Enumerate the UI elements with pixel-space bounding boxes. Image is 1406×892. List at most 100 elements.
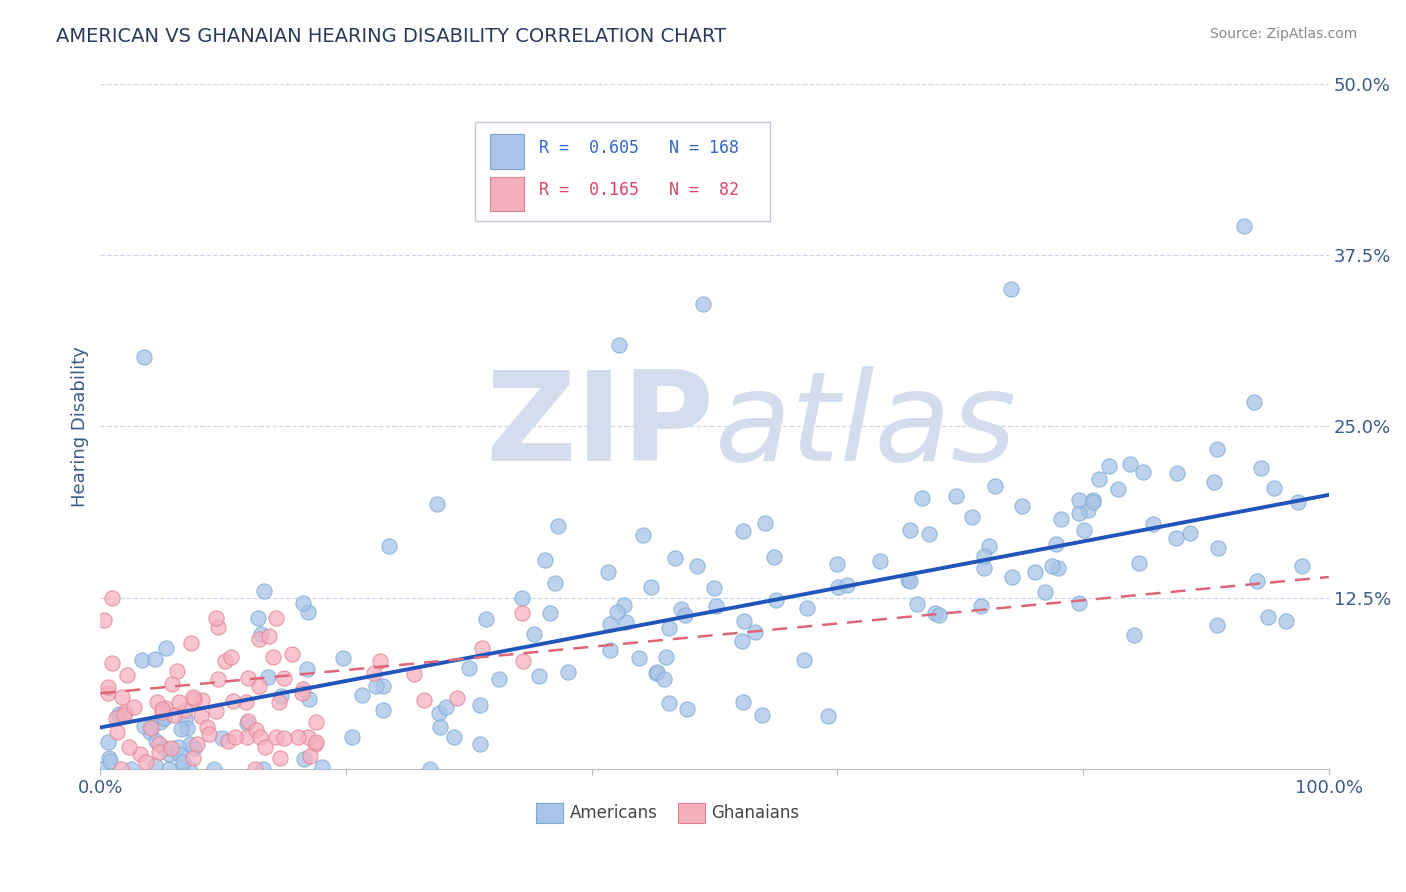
Point bbox=[153, 711, 176, 725]
Point bbox=[731, 634, 754, 648]
Point bbox=[945, 488, 967, 502]
Point bbox=[765, 593, 787, 607]
Point bbox=[217, 734, 239, 748]
Point bbox=[101, 591, 124, 605]
Point bbox=[373, 679, 395, 693]
Point bbox=[295, 662, 318, 676]
Point bbox=[155, 641, 177, 656]
Point bbox=[363, 666, 385, 681]
Point bbox=[139, 720, 162, 734]
Point bbox=[751, 708, 773, 723]
Point bbox=[827, 580, 849, 594]
Point bbox=[118, 740, 141, 755]
Point bbox=[547, 519, 569, 533]
Point bbox=[132, 350, 155, 364]
Point bbox=[247, 632, 270, 647]
Point bbox=[1067, 506, 1090, 520]
Point bbox=[247, 679, 270, 693]
Point bbox=[153, 711, 176, 725]
Point bbox=[599, 643, 621, 657]
Point bbox=[157, 747, 180, 761]
Point bbox=[264, 731, 287, 745]
Point bbox=[143, 758, 166, 772]
Point bbox=[402, 667, 425, 681]
Point bbox=[984, 479, 1007, 493]
Point bbox=[557, 665, 579, 679]
Point bbox=[169, 723, 191, 737]
Y-axis label: Hearing Disability: Hearing Disability bbox=[72, 346, 89, 507]
Point bbox=[1132, 466, 1154, 480]
Point bbox=[1118, 457, 1140, 471]
Point bbox=[174, 702, 197, 716]
Point bbox=[105, 711, 128, 725]
Point bbox=[186, 737, 208, 751]
Point bbox=[817, 709, 839, 723]
Point bbox=[1166, 467, 1188, 481]
Point bbox=[297, 730, 319, 744]
Point bbox=[644, 666, 666, 681]
Point bbox=[205, 704, 228, 718]
Point bbox=[153, 700, 176, 714]
Point bbox=[364, 679, 387, 693]
Point bbox=[458, 661, 481, 675]
Text: Ghanaians: Ghanaians bbox=[711, 804, 799, 822]
Point bbox=[924, 607, 946, 621]
Point bbox=[468, 738, 491, 752]
Point bbox=[905, 597, 928, 611]
Point bbox=[236, 714, 259, 728]
Point bbox=[291, 685, 314, 699]
Point bbox=[1142, 517, 1164, 532]
Point bbox=[297, 605, 319, 619]
Point bbox=[1291, 559, 1313, 574]
Point bbox=[148, 745, 170, 759]
Point bbox=[352, 688, 374, 702]
Point bbox=[143, 652, 166, 666]
Text: atlas: atlas bbox=[714, 366, 1017, 487]
Point bbox=[434, 699, 457, 714]
Point bbox=[172, 755, 194, 769]
Point bbox=[378, 539, 401, 553]
Point bbox=[108, 710, 131, 724]
Point bbox=[426, 497, 449, 511]
Point bbox=[150, 702, 173, 716]
Point bbox=[195, 720, 218, 734]
Point bbox=[97, 680, 120, 694]
Point bbox=[1081, 493, 1104, 508]
Point bbox=[101, 657, 124, 671]
Point bbox=[97, 686, 120, 700]
Point bbox=[124, 699, 146, 714]
Point bbox=[159, 740, 181, 755]
Point bbox=[262, 650, 284, 665]
Point bbox=[429, 706, 451, 721]
Point bbox=[174, 712, 197, 726]
Point bbox=[1024, 565, 1046, 579]
Point bbox=[675, 701, 697, 715]
Point bbox=[176, 721, 198, 735]
Point bbox=[250, 627, 273, 641]
Point bbox=[1067, 493, 1090, 508]
Point bbox=[291, 681, 314, 696]
Point bbox=[267, 695, 290, 709]
Point bbox=[292, 752, 315, 766]
Point bbox=[596, 566, 619, 580]
Point bbox=[527, 669, 550, 683]
Point bbox=[135, 755, 157, 769]
Point bbox=[273, 731, 295, 746]
Point bbox=[1077, 503, 1099, 517]
Point bbox=[120, 762, 142, 776]
Point bbox=[332, 651, 354, 665]
Point bbox=[236, 672, 259, 686]
Point bbox=[613, 598, 636, 612]
Point bbox=[291, 596, 314, 610]
Text: ZIP: ZIP bbox=[486, 366, 714, 487]
Point bbox=[446, 690, 468, 705]
Point bbox=[222, 694, 245, 708]
Point bbox=[183, 692, 205, 706]
Point bbox=[93, 613, 115, 627]
Point bbox=[658, 621, 681, 635]
Point bbox=[304, 735, 326, 749]
Point bbox=[538, 606, 561, 620]
Point bbox=[183, 740, 205, 755]
Point bbox=[207, 672, 229, 686]
Point bbox=[110, 762, 132, 776]
